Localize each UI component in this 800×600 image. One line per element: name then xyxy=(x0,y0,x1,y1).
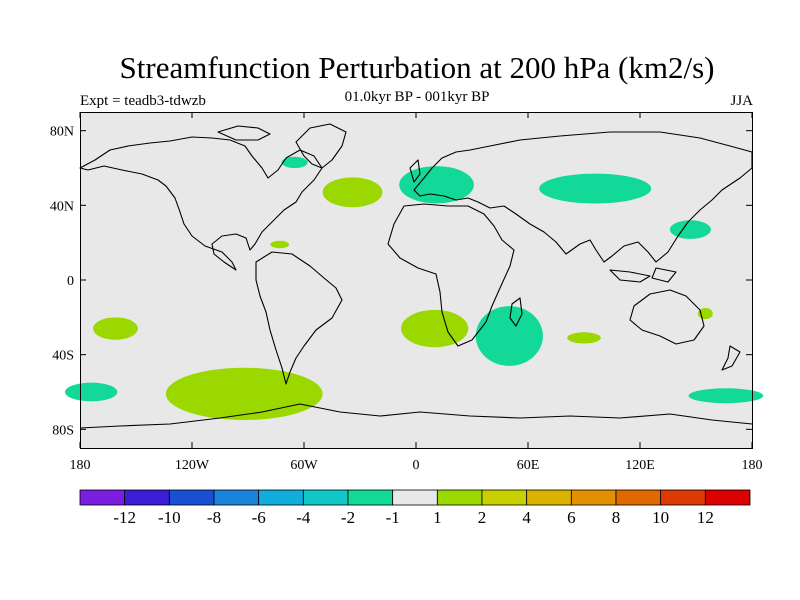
anomaly-patch xyxy=(93,317,138,340)
colorbar-label: 8 xyxy=(612,508,621,527)
colorbar-swatch xyxy=(660,489,706,506)
colorbar-swatch xyxy=(392,489,438,506)
colorbar: -12 -10 -8 -6 -4 -2 -1 1 2 4 6 8 10 12 xyxy=(79,489,751,527)
colorbar-label: -8 xyxy=(207,508,221,527)
lon-tick-label: 0 xyxy=(413,458,420,473)
colorbar-swatch xyxy=(213,489,260,506)
colorbar-swatch xyxy=(704,489,751,506)
colorbar-swatch xyxy=(124,489,170,506)
lon-tick-label: 60W xyxy=(290,458,318,473)
lon-tick-label: 120W xyxy=(175,458,210,473)
colorbar-swatch xyxy=(258,489,304,506)
coastlines xyxy=(79,123,753,429)
coastline-antarctica xyxy=(79,403,753,429)
colorbar-swatch xyxy=(436,489,483,506)
chart-title: Streamfunction Perturbation at 200 hPa (… xyxy=(119,50,715,85)
colorbar-label: 6 xyxy=(567,508,576,527)
colorbar-swatch xyxy=(570,489,617,506)
colorbar-swatch xyxy=(302,489,349,506)
colorbar-label: -6 xyxy=(252,508,266,527)
experiment-label: Expt = teadb3-tdwzb xyxy=(80,93,206,109)
anomaly-patch xyxy=(688,388,764,404)
anomaly-patch xyxy=(322,177,383,208)
colorbar-swatch xyxy=(481,489,528,506)
lat-tick-label: 0 xyxy=(67,274,74,289)
coastline-north-america xyxy=(79,136,323,271)
lon-tick-label: 180 xyxy=(742,458,763,473)
coastline-greenland xyxy=(295,123,347,169)
coastline-british-isles xyxy=(409,159,421,183)
colorbar-swatch xyxy=(526,489,572,506)
colorbar-label: 10 xyxy=(652,508,669,527)
anomaly-patch xyxy=(399,166,474,204)
colorbar-swatch xyxy=(168,489,215,506)
colorbar-swatch xyxy=(347,489,394,506)
coastline-madagascar xyxy=(509,297,523,327)
colorbar-swatch xyxy=(79,489,126,506)
lat-tick-label: 40S xyxy=(52,349,74,364)
colorbar-label: -12 xyxy=(113,508,136,527)
anomaly-patch xyxy=(281,156,308,168)
lon-tick-label: 180 xyxy=(70,458,91,473)
coastline-africa xyxy=(387,203,515,347)
colorbar-label: -4 xyxy=(296,508,311,527)
season-label: JJA xyxy=(730,93,753,109)
period-label: 01.0kyr BP - 001kyr BP xyxy=(344,89,490,105)
anomaly-patch xyxy=(539,173,652,204)
coastline-maritime-continent xyxy=(609,267,677,283)
colorbar-label: -10 xyxy=(158,508,181,527)
lat-tick-label: 80S xyxy=(52,423,74,438)
anomaly-patch xyxy=(65,382,118,402)
colorbar-label: 12 xyxy=(697,508,714,527)
lon-tick-label: 60E xyxy=(517,458,540,473)
anomaly-patch xyxy=(270,240,290,249)
coastline-arctic-islands xyxy=(217,125,271,141)
anomaly-patch xyxy=(567,332,601,344)
anomaly-patch xyxy=(669,220,711,239)
colorbar-label: -2 xyxy=(341,508,355,527)
coastline-new-zealand xyxy=(721,345,741,371)
coastline-south-america xyxy=(255,251,343,385)
anomaly-patch xyxy=(475,306,543,366)
colorbar-label: 2 xyxy=(478,508,487,527)
lat-tick-label: 40N xyxy=(50,199,74,214)
colorbar-swatch xyxy=(615,489,662,506)
lon-tick-label: 120E xyxy=(625,458,655,473)
colorbar-label: -1 xyxy=(386,508,400,527)
anomaly-patch xyxy=(401,309,469,348)
anomaly-layer xyxy=(65,156,764,420)
anomaly-patch xyxy=(165,367,323,420)
colorbar-label: 4 xyxy=(522,508,531,527)
coastline-eurasia xyxy=(413,131,753,263)
colorbar-label: 1 xyxy=(433,508,442,527)
lat-tick-label: 80N xyxy=(50,125,74,140)
coastline-australia xyxy=(629,289,705,345)
